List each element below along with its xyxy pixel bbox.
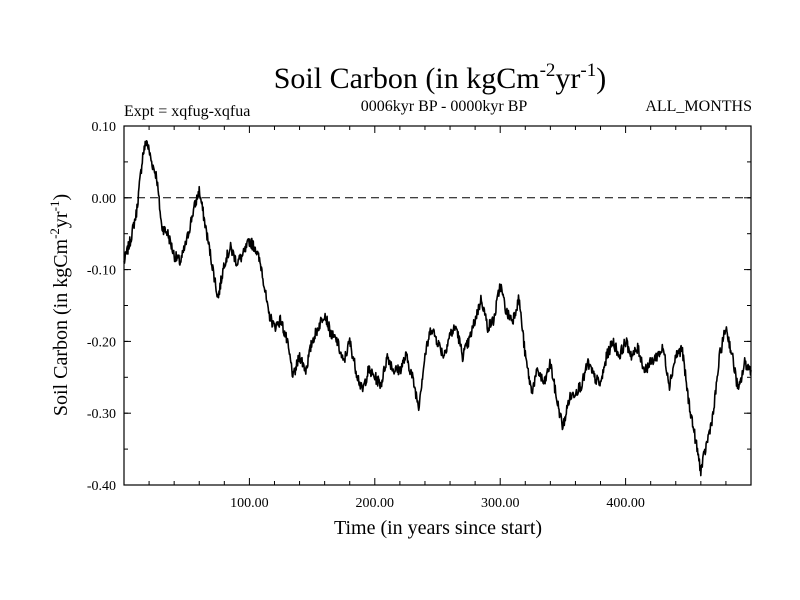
- y-tick-label: -0.20: [87, 335, 116, 350]
- y-axis-label-end: ): [50, 194, 72, 201]
- y-axis-label-exp2: -1: [47, 201, 62, 212]
- x-tick-label: 400.00: [606, 496, 645, 511]
- subtitle-months: ALL_MONTHS: [645, 98, 752, 115]
- y-tick-label: 0.10: [92, 120, 117, 135]
- subtitle-period: 0006kyr BP - 0000kyr BP: [361, 98, 528, 115]
- x-tick-label: 300.00: [481, 496, 520, 511]
- y-tick-label: -0.40: [87, 479, 116, 494]
- chart-title-exp2: -1: [580, 60, 596, 81]
- plot-frame: [123, 125, 752, 486]
- x-tick-label: 100.00: [230, 496, 269, 511]
- y-axis-label: Soil Carbon (in kgCm-2yr-1): [47, 194, 72, 416]
- subtitle-experiment: Expt = xqfug-xqfua: [124, 103, 250, 120]
- y-axis-label-exp1: -2: [47, 228, 62, 239]
- y-tick-label: 0.00: [92, 192, 117, 207]
- x-axis-ticks: 100.00 200.00 300.00 400.00: [148, 126, 727, 511]
- series-layer: [123, 140, 752, 477]
- chart-title-main: Soil Carbon (in kgCm: [274, 62, 540, 95]
- y-axis-label-mid: yr: [50, 211, 72, 228]
- y-axis-label-main: Soil Carbon (in kgCm: [50, 238, 72, 416]
- series-line-xqfug-xqfua: [123, 140, 752, 477]
- chart-title-exp1: -2: [540, 60, 556, 81]
- x-tick-label: 200.00: [356, 496, 395, 511]
- y-tick-label: -0.10: [87, 264, 116, 279]
- chart-title-mid: yr: [555, 62, 580, 95]
- y-axis-ticks: 0.10 0.00 -0.10 -0.20 -0.30 -0.40: [87, 120, 751, 494]
- x-axis-label: Time (in years since start): [334, 517, 542, 539]
- chart-title-end: ): [596, 62, 606, 95]
- y-tick-label: -0.30: [87, 407, 116, 422]
- chart-title: Soil Carbon (in kgCm-2yr-1): [274, 60, 607, 95]
